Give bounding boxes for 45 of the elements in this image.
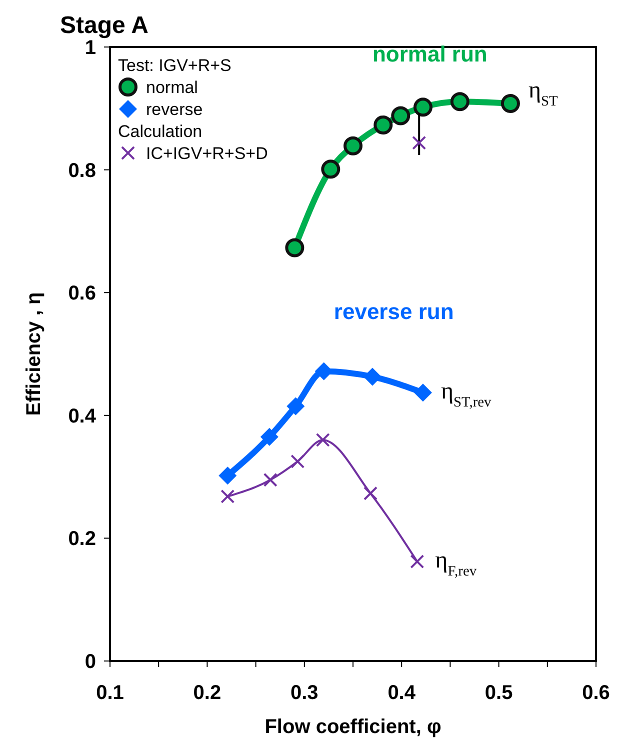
point xyxy=(500,94,520,113)
point xyxy=(290,454,305,468)
point xyxy=(412,136,426,150)
legend-label: IC+IGV+R+S+D xyxy=(146,144,268,163)
point xyxy=(285,238,304,258)
x-tick-label: 0.4 xyxy=(388,682,416,704)
y-tick-label: 0.6 xyxy=(68,282,96,305)
point xyxy=(410,554,424,569)
point xyxy=(450,92,470,112)
chart-title: Stage A xyxy=(60,12,148,39)
legend-label: normal xyxy=(146,78,198,97)
y-axis-title: Efficiency , η xyxy=(23,292,45,416)
y-tick-label: 0.2 xyxy=(68,528,96,550)
point xyxy=(321,160,340,179)
point xyxy=(316,432,330,447)
point xyxy=(414,384,432,402)
x-tick-label: 0.1 xyxy=(96,682,124,704)
point xyxy=(218,466,237,485)
legend-label: reverse xyxy=(146,100,203,119)
annotation: η$_{F,rev}$ xyxy=(435,548,478,580)
point xyxy=(260,428,278,446)
x-tick-label: 0.3 xyxy=(290,682,318,704)
annotation: normal run xyxy=(372,42,488,67)
legend-title: Test: IGV+R+S xyxy=(118,56,232,75)
x-axis-title: Flow coefficient, φ xyxy=(264,716,442,738)
y-tick-label: 1 xyxy=(84,37,96,59)
point xyxy=(363,486,378,500)
point xyxy=(263,472,278,487)
point xyxy=(220,489,235,504)
point xyxy=(344,136,362,156)
point xyxy=(413,98,432,117)
x-tick-label: 0.5 xyxy=(484,682,513,704)
x-tick-label: 0.2 xyxy=(193,682,222,704)
x-tick-label: 0.6 xyxy=(582,682,610,704)
point xyxy=(286,397,305,416)
annotation: reverse run xyxy=(334,299,454,324)
annotation: η$_{ST}$ xyxy=(528,77,558,110)
point xyxy=(363,368,382,386)
y-tick-label: 0.4 xyxy=(68,405,97,428)
annotation: Calculation xyxy=(118,122,202,141)
y-tick-label: 0.8 xyxy=(68,160,96,182)
annotation: η$_{ST,rev}$ xyxy=(440,378,492,411)
point xyxy=(391,106,410,126)
point xyxy=(374,115,393,134)
y-tick-label: 0 xyxy=(84,651,96,673)
